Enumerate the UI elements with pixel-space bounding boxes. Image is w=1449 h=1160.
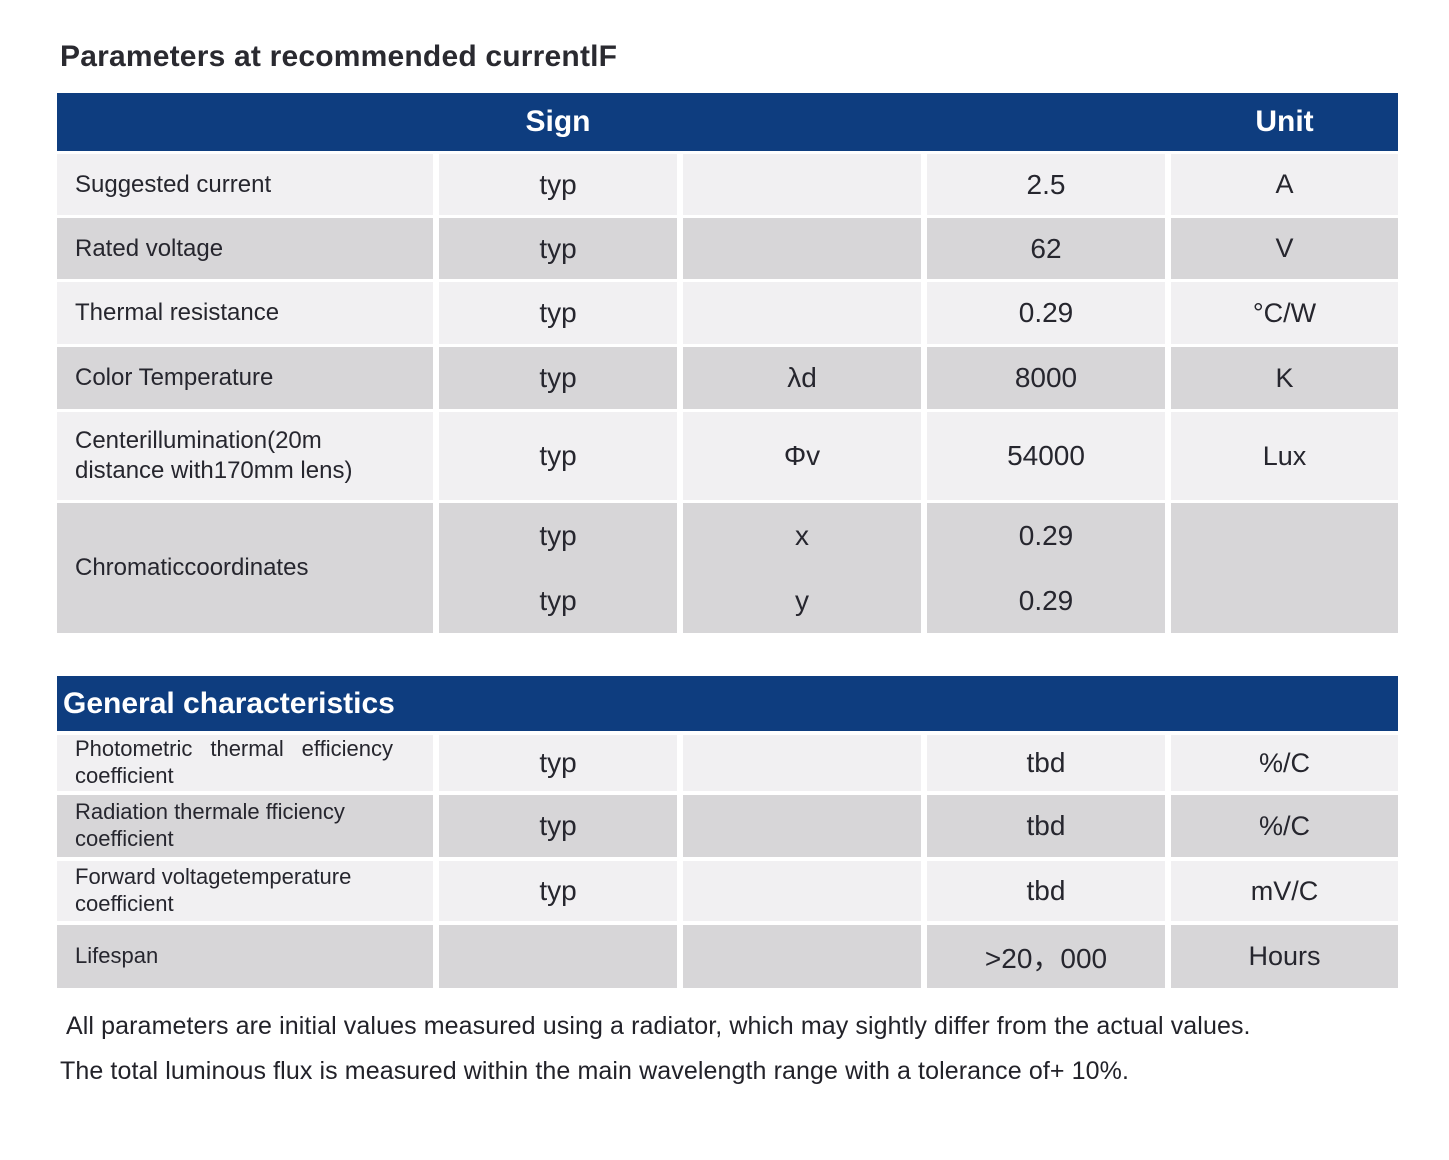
row-label: Rated voltage [57,218,433,279]
footnote-line-2: The total luminous flux is measured with… [60,1057,1130,1085]
symbol-cell: x [683,503,921,568]
unit-cell: %/C [1171,735,1398,791]
symbol-cell [683,795,921,857]
unit-cell: °C/W [1171,282,1398,344]
symbol-cell: Φv [683,412,921,500]
table-row-suggested-current: Suggested current typ 2.5 A [57,154,1398,215]
row-label: Forward voltagetemperature coefficient [57,861,433,921]
row-label: Suggested current [57,154,433,215]
row-label: Radiation thermale fficiency coefficient [57,795,433,857]
value-cell: 2.5 [927,154,1165,215]
value-cell: 8000 [927,347,1165,409]
unit-cell: Lux [1171,412,1398,500]
table-row-photometric-coefficient: Photometric thermal efficiency coefficie… [57,735,1398,791]
value-cell: tbd [927,795,1165,857]
table-row-lifespan: Lifespan >20，000 Hours [57,925,1398,988]
column-header-unit: Unit [1255,105,1314,138]
value-cell: 54000 [927,412,1165,500]
row-label: Color Temperature [57,347,433,409]
table-row-center-illumination: Centerillumination(20m distance with170m… [57,412,1398,500]
section-title: General characteristics [63,686,395,720]
table-row-forward-voltage-coefficient: Forward voltagetemperature coefficient t… [57,861,1398,921]
sign-cell [439,925,677,988]
symbol-cell [683,861,921,921]
sign-cell: typ [439,795,677,857]
unit-cell: %/C [1171,795,1398,857]
table-row-color-temperature: Color Temperature typ λd 8000 K [57,347,1398,409]
unit-cell: mV/C [1171,861,1398,921]
table-row-thermal-resistance: Thermal resistance typ 0.29 °C/W [57,282,1398,344]
table-row-chromatic-coordinates: Chromaticcoordinates typ x 0.29 typ y 0.… [57,503,1398,633]
table-row-rated-voltage: Rated voltage typ 62 V [57,218,1398,279]
value-cell: 62 [927,218,1165,279]
sign-cell: typ [439,735,677,791]
sign-cell: typ [439,503,677,568]
sign-cell: typ [439,568,677,633]
value-cell: tbd [927,735,1165,791]
unit-cell: Hours [1171,925,1398,988]
unit-cell: K [1171,347,1398,409]
general-characteristics-header: General characteristics [57,676,1398,731]
sign-cell: typ [439,154,677,215]
row-label: Photometric thermal efficiency coefficie… [57,735,433,791]
sign-cell: typ [439,347,677,409]
row-label: Chromaticcoordinates [57,503,433,633]
value-cell: tbd [927,861,1165,921]
row-label: Lifespan [57,925,433,988]
value-cell: 0.29 [927,282,1165,344]
unit-cell: V [1171,218,1398,279]
sign-cell: typ [439,218,677,279]
column-header-sign: Sign [525,105,591,138]
symbol-cell [683,735,921,791]
symbol-cell [683,154,921,215]
value-cell: >20，000 [927,925,1165,988]
sign-cell: typ [439,861,677,921]
general-characteristics-table: General characteristics Photometric ther… [57,676,1398,988]
table-row-radiation-coefficient: Radiation thermale fficiency coefficient… [57,795,1398,857]
symbol-cell: y [683,568,921,633]
symbol-cell [683,925,921,988]
page-title: Parameters at recommended currentlF [60,40,618,73]
parameters-table-header: Sign Unit [57,93,1398,151]
parameters-table: Sign Unit Suggested current typ 2.5 A Ra… [57,93,1398,633]
unit-cell: A [1171,154,1398,215]
row-label: Centerillumination(20m distance with170m… [57,412,433,500]
footnote-line-1: All parameters are initial values measur… [66,1012,1251,1040]
value-cell: 0.29 [927,503,1165,568]
sign-cell: typ [439,412,677,500]
sign-cell: typ [439,282,677,344]
row-label: Thermal resistance [57,282,433,344]
value-cell: 0.29 [927,568,1165,633]
symbol-cell [683,218,921,279]
symbol-cell [683,282,921,344]
unit-cell [1171,503,1398,633]
symbol-cell: λd [683,347,921,409]
